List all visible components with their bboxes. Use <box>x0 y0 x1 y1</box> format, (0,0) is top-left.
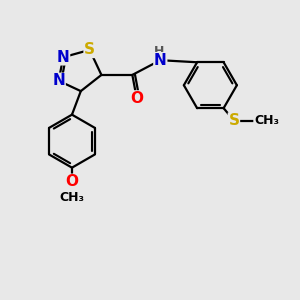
Text: CH₃: CH₃ <box>254 114 279 127</box>
Text: N: N <box>57 50 70 65</box>
Text: O: O <box>65 174 79 189</box>
Text: S: S <box>228 113 239 128</box>
Text: N: N <box>154 53 167 68</box>
Text: S: S <box>84 42 95 57</box>
Text: N: N <box>52 73 65 88</box>
Text: CH₃: CH₃ <box>59 190 85 204</box>
Text: O: O <box>130 91 143 106</box>
Text: H: H <box>154 45 164 58</box>
